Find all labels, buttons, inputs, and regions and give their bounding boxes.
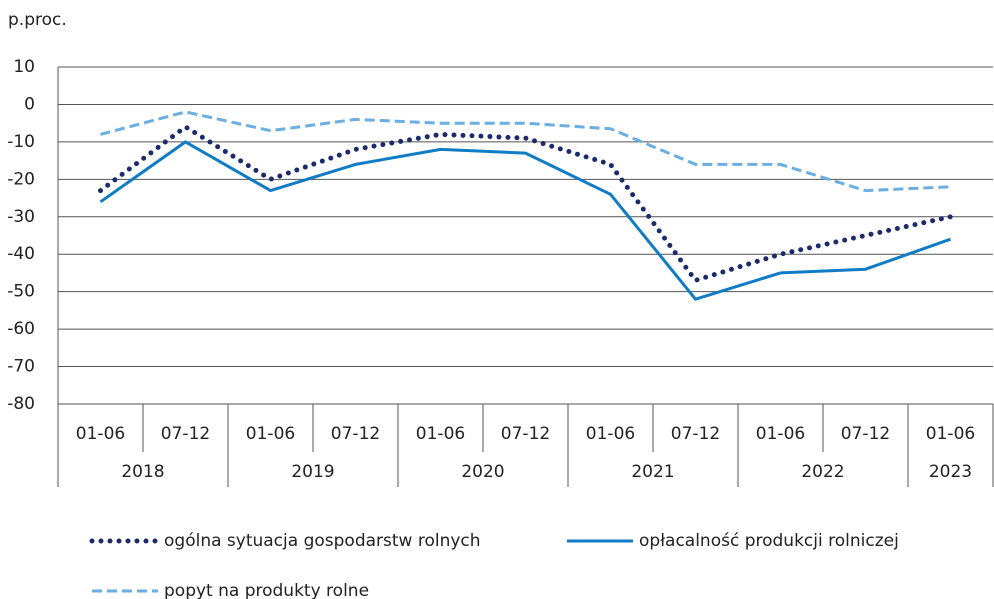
y-tick-label: -70: [7, 357, 35, 377]
year-label: 2021: [631, 462, 674, 482]
year-label: 2018: [121, 462, 164, 482]
x-tick-label: 07-12: [161, 424, 210, 444]
x-tick-label: 01-06: [246, 424, 295, 444]
year-label: 2022: [801, 462, 844, 482]
y-tick-label: -80: [7, 394, 35, 414]
y-axis-label: p.proc.: [8, 10, 67, 30]
x-tick-label: 01-06: [756, 424, 805, 444]
y-tick-label: -50: [7, 282, 35, 302]
year-label: 2020: [461, 462, 504, 482]
y-tick-label: 0: [24, 94, 35, 114]
x-tick-label: 01-06: [586, 424, 635, 444]
y-tick-label: -20: [7, 169, 35, 189]
legend-label: opłacalność produkcji rolniczej: [639, 531, 899, 551]
x-tick-label: 07-12: [841, 424, 890, 444]
y-tick-label: -60: [7, 319, 35, 339]
x-tick-label: 07-12: [501, 424, 550, 444]
x-tick-label: 01-06: [76, 424, 125, 444]
data-line: [98, 124, 953, 283]
x-tick-label: 01-06: [926, 424, 975, 444]
data-line: [99, 140, 951, 301]
y-tick-label: 10: [13, 57, 35, 77]
y-tick-label: -40: [7, 244, 35, 264]
year-label: 2019: [291, 462, 334, 482]
x-tick-label: 01-06: [416, 424, 465, 444]
year-label: 2023: [929, 462, 972, 482]
data-line: [100, 110, 951, 193]
y-tick-label: -30: [7, 207, 35, 227]
legend-label: ogólna sytuacja gospodarstw rolnych: [164, 531, 481, 551]
y-tick-label: -10: [7, 132, 35, 152]
x-tick-label: 07-12: [331, 424, 380, 444]
x-tick-label: 07-12: [671, 424, 720, 444]
legend-label: popyt na produkty rolne: [164, 581, 369, 599]
